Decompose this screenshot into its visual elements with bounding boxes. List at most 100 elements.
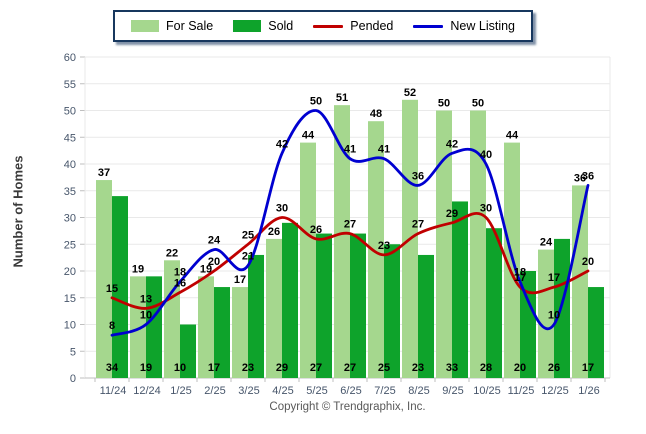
x-tick-label: 4/25 [272,385,293,397]
x-tick-label: 1/26 [578,385,599,397]
x-tick-label: 12/24 [133,385,161,397]
pended-value-label: 29 [446,208,458,220]
y-tick-label: 5 [70,346,76,358]
x-tick-label: 3/25 [238,385,259,397]
for-sale-value-label: 36 [574,172,586,184]
sold-value-label: 33 [446,362,458,374]
for-sale-value-label: 37 [98,167,110,179]
bar-sold [350,233,366,378]
pended-value-label: 17 [548,272,560,284]
bar-for-sale [368,121,384,378]
sold-value-label: 27 [344,362,356,374]
y-tick-label: 35 [64,186,76,198]
pended-value-label: 13 [140,293,152,305]
bar-sold [486,228,502,378]
bar-for-sale [130,276,146,378]
sold-swatch-icon [233,20,262,32]
legend-item-for-sale: For Sale [130,19,213,33]
sold-value-label: 28 [480,362,492,374]
bar-for-sale [232,287,248,378]
for-sale-value-label: 26 [268,226,280,238]
bar-sold [418,254,434,378]
for-sale-value-label: 51 [336,92,348,104]
for-sale-value-label: 50 [472,98,484,110]
new-listing-value-label: 41 [378,144,390,156]
bar-for-sale [96,180,112,378]
bar-sold [316,233,332,378]
bar-for-sale [164,260,180,378]
sold-value-label: 34 [106,362,119,374]
x-tick-label: 10/25 [473,385,501,397]
legend-label-new-listing: New Listing [450,19,516,33]
sold-value-label: 25 [378,362,390,374]
bar-sold [282,222,298,378]
bar-for-sale [198,276,214,378]
legend-item-sold: Sold [233,19,293,33]
bar-sold [520,271,536,378]
pended-value-label: 27 [412,219,424,231]
x-tick-label: 2/25 [204,385,225,397]
for-sale-value-label: 24 [540,237,553,249]
for-sale-value-label: 50 [438,98,450,110]
new-listing-value-label: 40 [480,149,492,161]
legend-item-pended: Pended [313,19,393,33]
bar-for-sale [572,185,588,378]
y-tick-label: 30 [64,213,76,225]
sold-value-label: 23 [412,362,424,374]
sold-value-label: 23 [242,362,254,374]
for-sale-value-label: 44 [302,130,315,142]
y-tick-label: 10 [64,320,76,332]
bar-for-sale [538,249,554,378]
bar-for-sale [436,110,452,378]
pended-value-label: 20 [208,256,220,268]
y-tick-label: 60 [64,52,76,64]
pended-value-label: 25 [242,229,254,241]
x-tick-label: 5/25 [306,385,327,397]
sold-value-label: 17 [582,362,594,374]
sold-value-label: 26 [548,362,560,374]
sold-value-label: 19 [140,362,152,374]
legend-item-new-listing: New Listing [413,19,515,33]
sold-value-label: 27 [310,362,322,374]
y-tick-label: 15 [64,293,76,305]
y-tick-label: 20 [64,266,76,278]
x-tick-label: 11/24 [100,385,127,397]
bar-for-sale [470,110,486,378]
for-sale-value-label: 19 [132,263,144,275]
bar-for-sale [266,238,282,378]
new-listing-line [110,109,590,337]
bar-sold [146,276,162,378]
pended-value-label: 26 [310,224,322,236]
for-sale-value-label: 48 [370,108,382,120]
pended-value-label: 30 [480,203,492,215]
new-listing-value-label: 18 [514,267,526,279]
bar-sold [248,254,264,378]
y-axis-title: Number of Homes [10,155,26,268]
pended-value-label: 16 [174,277,186,289]
bar-sold [180,324,196,378]
for-sale-value-label: 44 [506,130,519,142]
pended-line [110,212,590,310]
pended-value-label: 23 [378,240,390,252]
new-listing-value-label: 10 [140,310,152,322]
pended-value-label: 17 [514,272,526,284]
bar-sold [214,287,230,378]
pended-value-label: 27 [344,219,356,231]
new-listing-value-label: 18 [174,267,186,279]
sold-value-label: 17 [208,362,220,374]
x-tick-label: 12/25 [541,385,569,397]
sold-value-label: 29 [276,362,288,374]
y-tick-label: 55 [64,79,76,91]
new-listing-value-label: 8 [109,320,115,332]
x-tick-label: 7/25 [374,385,395,397]
new-listing-value-label: 21 [242,251,254,263]
copyright-text: Copyright © Trendgraphix, Inc. [269,401,426,413]
x-tick-label: 11/25 [508,385,535,397]
x-tick-label: 8/25 [408,385,429,397]
for-sale-value-label: 52 [404,87,416,99]
bar-sold [452,201,468,378]
bar-for-sale [300,142,316,378]
new-listing-value-label: 10 [548,310,560,322]
y-tick-label: 50 [64,106,76,118]
